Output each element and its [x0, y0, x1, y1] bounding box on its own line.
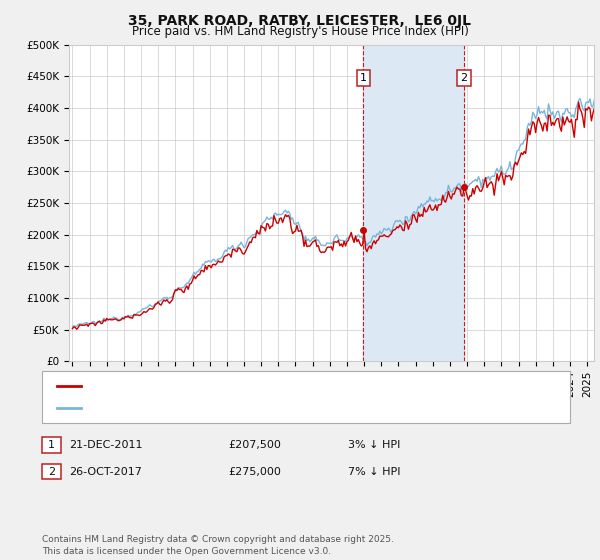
- Text: HPI: Average price, detached house, Hinckley and Bosworth: HPI: Average price, detached house, Hinc…: [87, 403, 421, 413]
- Text: 35, PARK ROAD, RATBY, LEICESTER,  LE6 0JL: 35, PARK ROAD, RATBY, LEICESTER, LE6 0JL: [128, 14, 472, 28]
- Text: 2: 2: [460, 73, 467, 83]
- Text: 1: 1: [48, 440, 55, 450]
- Text: Price paid vs. HM Land Registry's House Price Index (HPI): Price paid vs. HM Land Registry's House …: [131, 25, 469, 38]
- Text: £207,500: £207,500: [228, 440, 281, 450]
- Text: Contains HM Land Registry data © Crown copyright and database right 2025.
This d: Contains HM Land Registry data © Crown c…: [42, 535, 394, 556]
- Text: 26-OCT-2017: 26-OCT-2017: [69, 466, 142, 477]
- Text: £275,000: £275,000: [228, 466, 281, 477]
- Bar: [364, 45, 464, 361]
- Text: 7% ↓ HPI: 7% ↓ HPI: [348, 466, 401, 477]
- Text: 35, PARK ROAD, RATBY, LEICESTER, LE6 0JL (detached house): 35, PARK ROAD, RATBY, LEICESTER, LE6 0JL…: [87, 381, 430, 391]
- Text: 1: 1: [360, 73, 367, 83]
- Text: 3% ↓ HPI: 3% ↓ HPI: [348, 440, 400, 450]
- Text: 2: 2: [48, 466, 55, 477]
- Text: 21-DEC-2011: 21-DEC-2011: [69, 440, 143, 450]
